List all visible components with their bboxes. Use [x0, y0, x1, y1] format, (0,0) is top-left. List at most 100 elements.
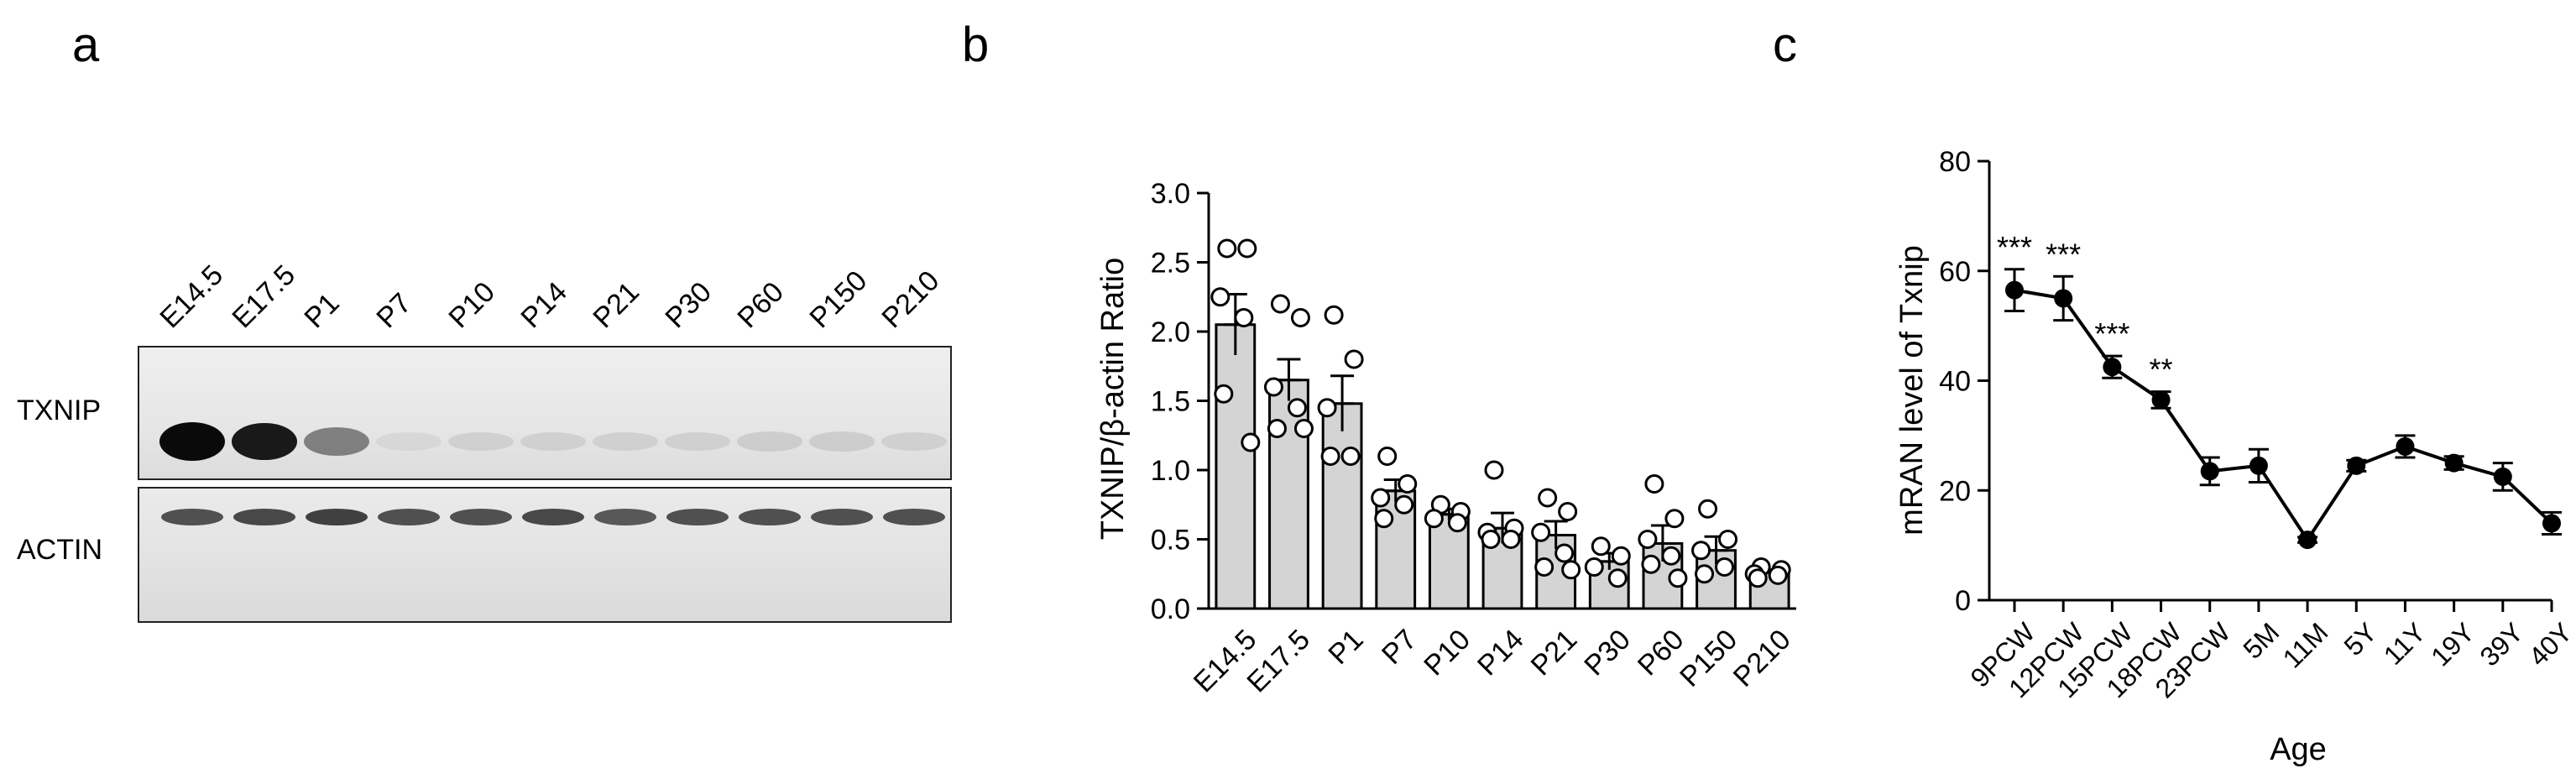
data-point [1237, 238, 1257, 259]
x-tick-label: 5M [2237, 617, 2285, 665]
bar-chart-txnip-ratio: TXNIP/β-actin Ratio 0.0 0.5 1.0 1.5 2.0 2.5 3.… [1095, 178, 1797, 698]
data-point [1290, 308, 1310, 327]
significance-marker: ** [2150, 353, 2173, 387]
data-point [1554, 543, 1575, 563]
significance-marker: *** [2094, 316, 2129, 351]
txnip-band [881, 431, 947, 452]
y-tick-label: 1.5 [1151, 386, 1190, 418]
row-label-txnip: TXNIP [17, 395, 102, 426]
y-tick-label: 1.0 [1151, 455, 1190, 487]
x-tick-label: 11Y [2378, 617, 2432, 671]
bar [1268, 379, 1309, 610]
actin-band [666, 509, 729, 525]
x-tick-label: 11M [2277, 617, 2334, 674]
bar [1321, 402, 1363, 610]
data-point [1695, 564, 1715, 584]
data-point [1484, 460, 1504, 480]
y-tick-label: 60 [1939, 256, 1971, 288]
lane-label: P1 [298, 287, 346, 335]
data-point [1374, 509, 1394, 529]
data-point [1638, 530, 1658, 549]
y-tick-label: 2.0 [1151, 316, 1190, 348]
panel-a-letter: a [72, 18, 100, 72]
data-point [2249, 456, 2268, 475]
data-point [2151, 390, 2171, 410]
data-point [1668, 568, 1688, 588]
actin-band [522, 509, 584, 525]
data-point [2444, 453, 2464, 473]
x-tick-label: P150 [1674, 624, 1743, 693]
data-point [1531, 522, 1551, 542]
data-point [1340, 447, 1361, 466]
panel-c-letter: c [1773, 18, 1797, 72]
data-point [1214, 384, 1234, 404]
txnip-band [665, 431, 730, 452]
data-point [1591, 536, 1611, 557]
x-tick-label: P30 [1578, 624, 1637, 682]
data-point [2298, 531, 2317, 550]
actin-band [450, 509, 512, 525]
data-point [1424, 509, 1444, 529]
y-tick-label: 3.0 [1151, 178, 1190, 210]
data-point [1661, 546, 1681, 566]
data-point [2103, 358, 2122, 377]
actin-band [378, 509, 440, 525]
bar [1215, 323, 1257, 610]
lane-label: P150 [803, 264, 874, 335]
lane-label: E14.5 [154, 259, 230, 335]
x-tick-label: P7 [1376, 624, 1423, 671]
data-point [2054, 289, 2073, 308]
y-tick-label: 40 [1939, 366, 1971, 398]
data-point [1210, 287, 1231, 307]
lane-label: E17.5 [226, 259, 302, 335]
data-point [1641, 554, 1661, 574]
data-point [1718, 530, 1738, 549]
x-tick-label: P10 [1418, 624, 1476, 682]
txnip-band [809, 431, 875, 452]
data-point [1607, 568, 1628, 588]
y-tick-label: 80 [1939, 146, 1971, 178]
txnip-band [304, 426, 369, 457]
data-point [2542, 514, 2561, 533]
lane-label: P7 [370, 287, 418, 335]
txnip-band [159, 422, 225, 461]
data-point [2347, 456, 2366, 475]
data-point [1317, 398, 1337, 418]
txnip-band [737, 431, 802, 452]
x-axis-label: Age [2270, 732, 2327, 767]
data-point [1217, 238, 1237, 259]
y-tick-label: 0.0 [1151, 593, 1190, 625]
x-tick-label: P1 [1322, 624, 1369, 671]
lane-label: P30 [659, 275, 718, 335]
txnip-band [232, 422, 297, 461]
data-point [1584, 557, 1604, 577]
data-point [1691, 541, 1711, 561]
significance-marker: *** [1997, 230, 2032, 264]
x-tick-label: P21 [1525, 624, 1584, 682]
data-point [1398, 474, 1418, 494]
actin-band [161, 509, 223, 525]
y-tick-label: 0 [1955, 585, 1971, 617]
data-point [1534, 557, 1554, 577]
actin-band [739, 509, 801, 525]
lane-label: P14 [515, 275, 574, 335]
y-tick-label: 20 [1939, 475, 1971, 507]
y-tick-label: 2.5 [1151, 248, 1190, 280]
data-point [1664, 509, 1685, 529]
txnip-band [448, 431, 514, 452]
actin-band [233, 509, 295, 525]
data-point [1561, 560, 1581, 580]
lane-label: P21 [587, 275, 646, 335]
data-point [1501, 530, 1521, 549]
x-tick-label: 5Y [2338, 617, 2382, 661]
data-point [1644, 474, 1664, 494]
txnip-blot [138, 346, 952, 480]
actin-blot [138, 487, 952, 623]
x-tick-label: P14 [1471, 624, 1530, 682]
row-label-actin: ACTIN [17, 534, 102, 566]
y-axis-label: mRAN level of Txnip [1894, 245, 1930, 536]
lane-label: P10 [442, 275, 502, 335]
data-point [1371, 488, 1391, 508]
panel-b-letter: b [962, 18, 990, 72]
data-point [1293, 419, 1314, 438]
